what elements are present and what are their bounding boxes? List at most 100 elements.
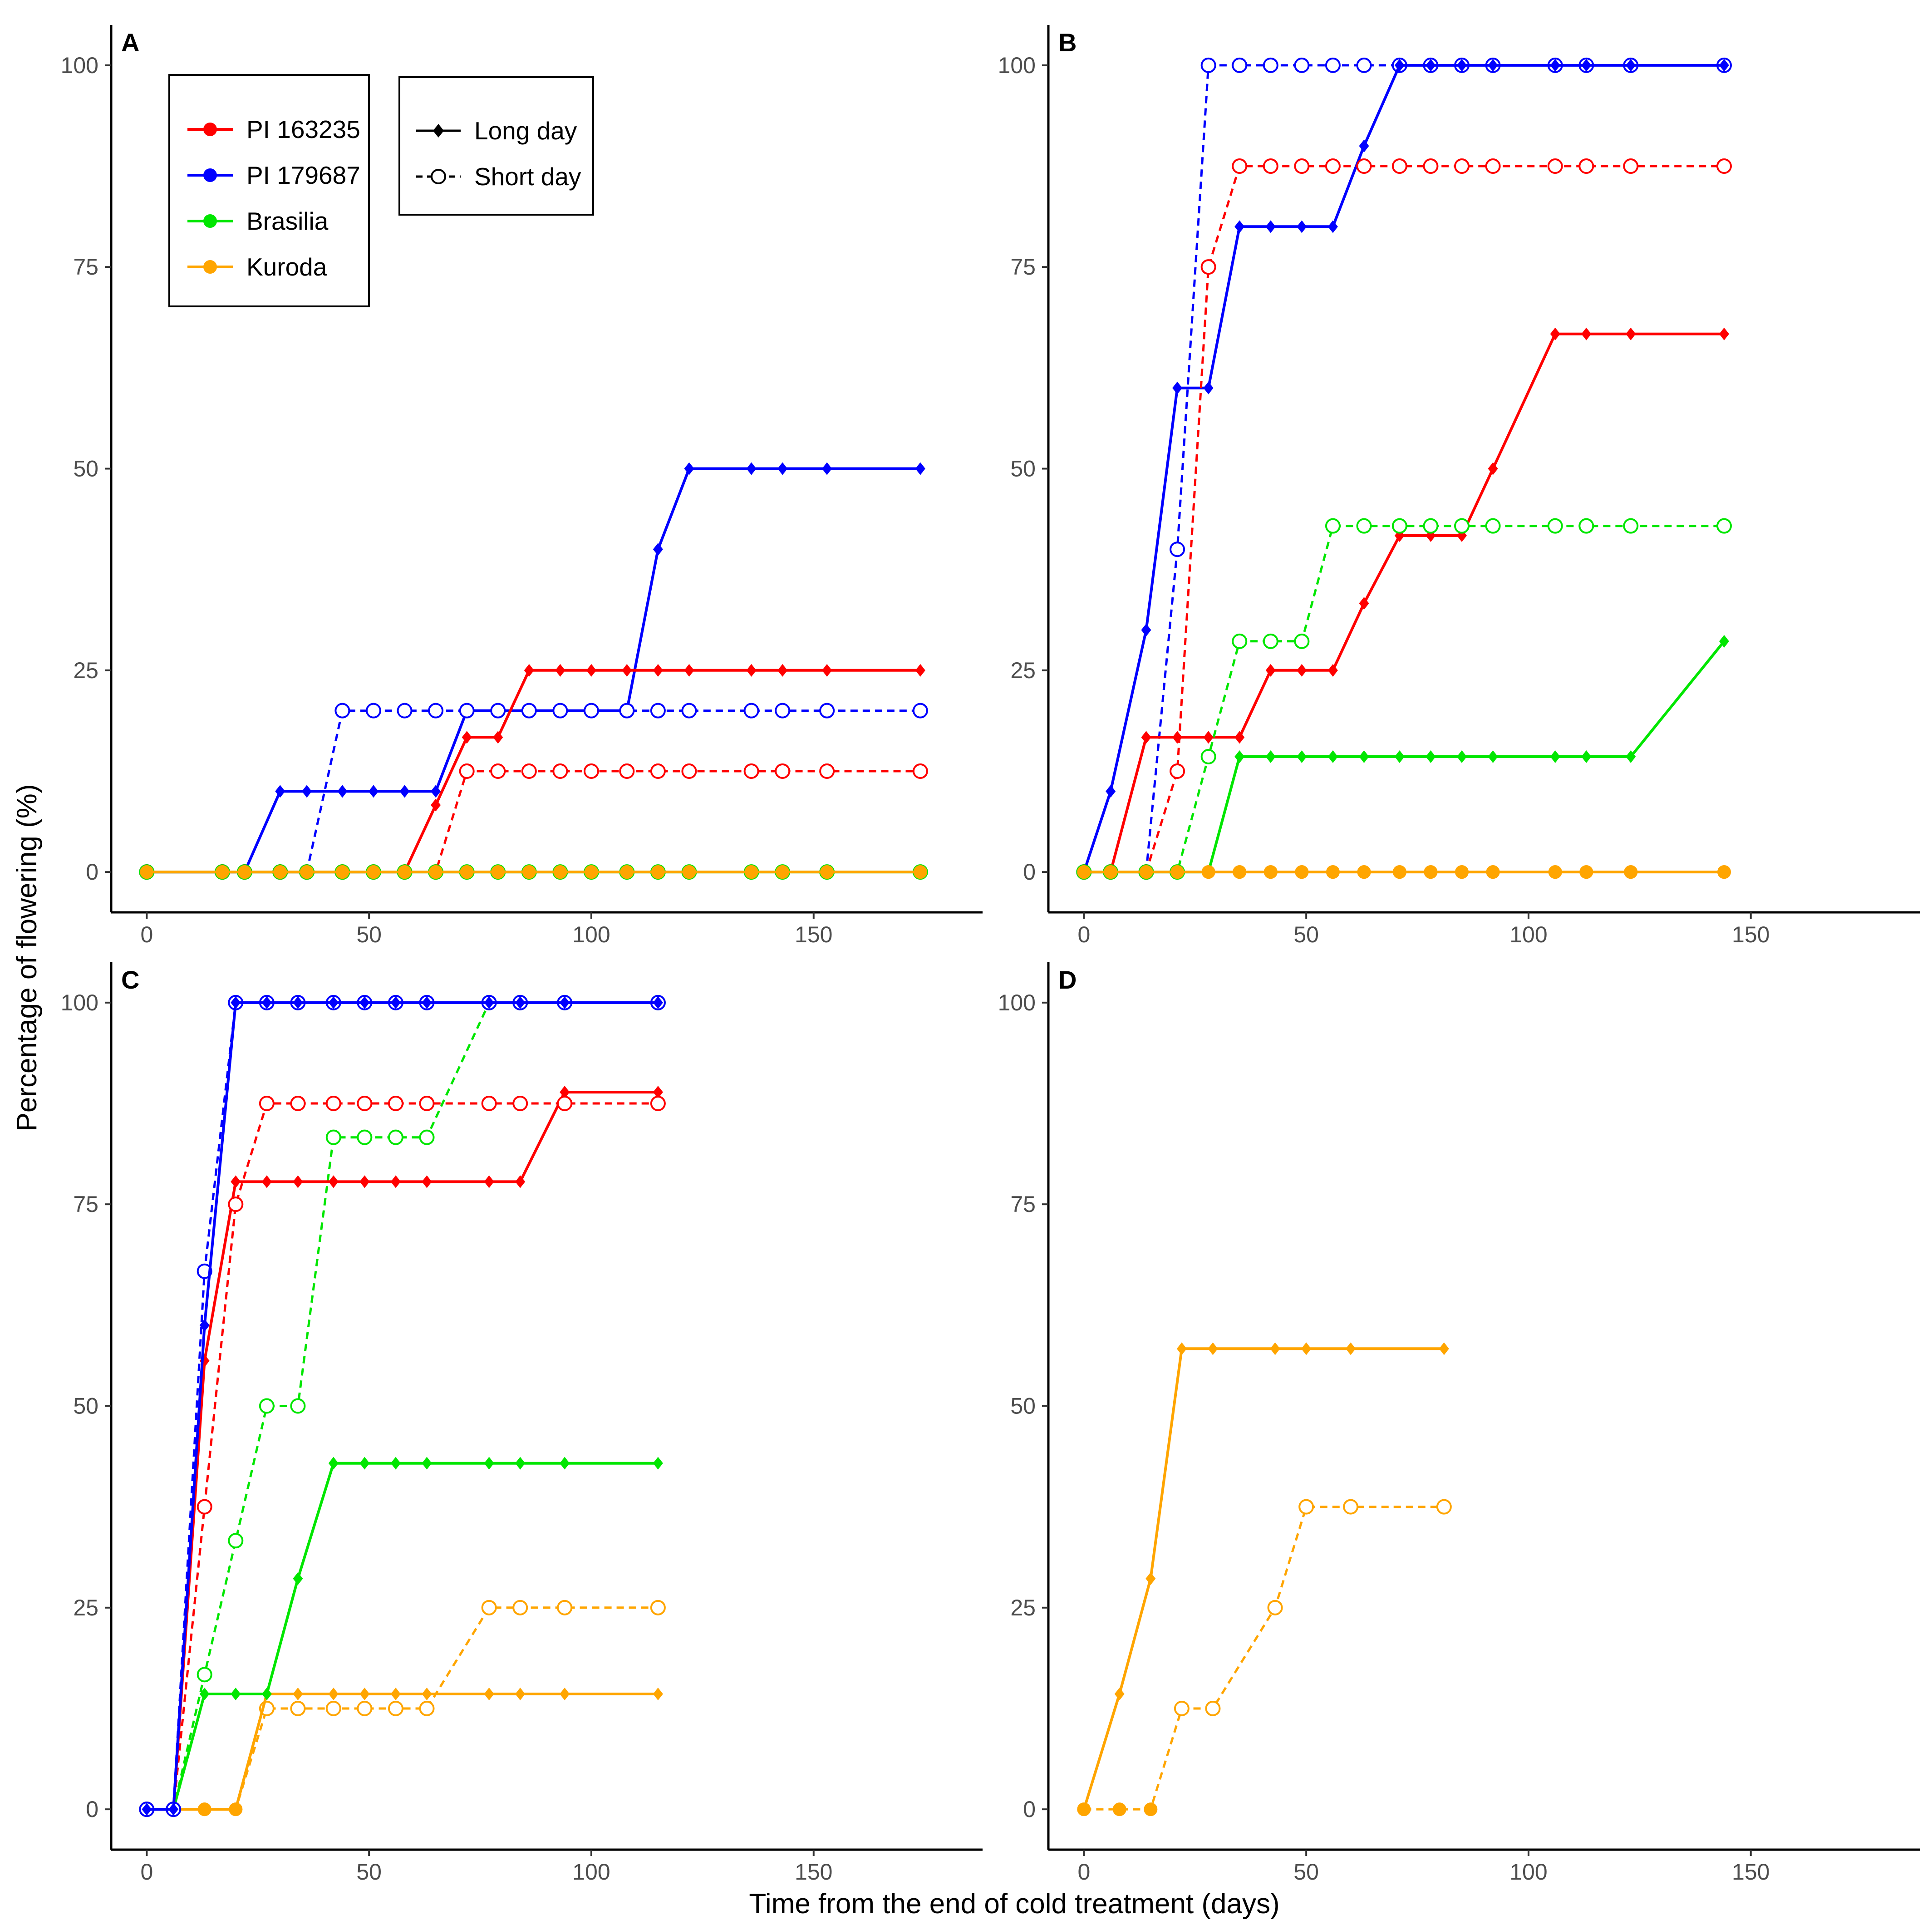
data-point — [261, 1687, 272, 1700]
data-point — [1581, 59, 1592, 72]
data-point — [1426, 59, 1436, 72]
data-point — [1548, 865, 1562, 879]
panel-a: 0 25 50 75 100 0 50 100 150 A — [61, 25, 983, 947]
data-point — [1106, 785, 1116, 798]
data-point — [557, 1600, 573, 1615]
data-point — [1547, 518, 1563, 534]
data-point — [1172, 731, 1183, 744]
data-point — [197, 1802, 211, 1817]
data-point — [1719, 327, 1729, 340]
y-tick-label: 100 — [998, 53, 1036, 78]
data-point — [1717, 865, 1731, 879]
data-point — [422, 1175, 432, 1188]
data-point — [1486, 865, 1500, 879]
data-point — [293, 996, 303, 1009]
data-point — [231, 1175, 241, 1188]
series-pi179687-short-day — [139, 703, 928, 880]
data-point — [1359, 597, 1369, 610]
data-point — [490, 703, 506, 719]
data-point — [1547, 158, 1563, 174]
data-point — [650, 1600, 666, 1615]
data-point — [290, 1096, 306, 1112]
data-point — [1232, 633, 1248, 649]
data-point — [459, 703, 475, 719]
data-point — [328, 996, 339, 1009]
legend-conditions: Long day Short day — [398, 76, 594, 216]
data-point — [1394, 59, 1405, 72]
data-point — [653, 1687, 663, 1700]
data-point — [490, 763, 506, 779]
data-point — [399, 785, 410, 798]
data-point — [1579, 865, 1593, 879]
data-point — [1488, 59, 1498, 72]
data-point — [357, 1129, 373, 1145]
data-point — [293, 1687, 303, 1700]
data-point — [651, 865, 665, 879]
data-point — [653, 1457, 663, 1470]
data-point — [586, 664, 596, 677]
data-point — [915, 462, 925, 475]
data-point — [515, 1175, 526, 1188]
y-tick-label: 0 — [1023, 859, 1036, 885]
data-point — [822, 462, 832, 475]
data-point — [1423, 158, 1439, 174]
data-point — [1263, 57, 1278, 73]
x-tick-label: 150 — [795, 922, 832, 947]
data-point — [555, 664, 565, 677]
data-point — [335, 865, 349, 879]
data-point — [462, 731, 472, 744]
data-point — [1200, 748, 1216, 764]
data-point — [915, 664, 925, 677]
y-tick-label: 75 — [73, 254, 98, 280]
data-point — [515, 1457, 526, 1470]
series-kuroda-short-day — [1077, 1499, 1452, 1817]
data-point — [512, 1600, 528, 1615]
data-point — [1426, 750, 1436, 763]
data-point — [583, 763, 599, 779]
data-point — [366, 865, 380, 879]
series-line — [147, 1001, 658, 1811]
y-tick-label: 25 — [73, 1595, 98, 1620]
data-point — [357, 1700, 373, 1716]
x-tick-label: 50 — [1293, 1859, 1319, 1885]
data-point — [1265, 220, 1276, 233]
panel-label: A — [121, 28, 139, 57]
data-point — [584, 865, 598, 879]
series-pi179687-long-day — [1079, 59, 1729, 879]
data-point — [1203, 731, 1214, 744]
data-point — [259, 1398, 275, 1414]
data-point — [300, 865, 314, 879]
data-point — [1144, 1802, 1158, 1817]
data-point — [231, 1687, 241, 1700]
data-point — [328, 1457, 339, 1470]
data-point — [553, 865, 567, 879]
data-point — [1170, 865, 1185, 879]
y-tick-label: 25 — [73, 658, 98, 683]
data-point — [1391, 518, 1407, 534]
y-tick-label: 75 — [1010, 1191, 1036, 1217]
series-pi179687-long-day — [142, 996, 663, 1816]
data-point — [229, 1802, 243, 1817]
data-point — [1454, 518, 1470, 534]
y-tick-label: 75 — [1010, 254, 1036, 280]
data-point — [481, 1096, 497, 1112]
data-point — [419, 1700, 435, 1716]
x-tick-label: 100 — [572, 1859, 610, 1885]
series-pi163235-long-day — [1079, 327, 1729, 879]
data-point — [515, 1687, 526, 1700]
data-point — [1294, 633, 1310, 649]
data-point — [484, 1457, 494, 1470]
data-point — [524, 664, 534, 677]
y-tick-label: 0 — [86, 859, 98, 885]
data-point — [199, 1319, 210, 1332]
x-tick-label: 100 — [1509, 922, 1547, 947]
legend-label: PI 163235 — [246, 115, 360, 143]
data-point — [228, 1533, 244, 1549]
legend-item-short-day: Short day — [416, 162, 581, 191]
data-point — [622, 664, 632, 677]
data-point — [1325, 158, 1341, 174]
series-line — [147, 1091, 658, 1811]
data-point — [197, 1263, 212, 1279]
data-point — [419, 1129, 435, 1145]
data-point — [684, 664, 694, 677]
